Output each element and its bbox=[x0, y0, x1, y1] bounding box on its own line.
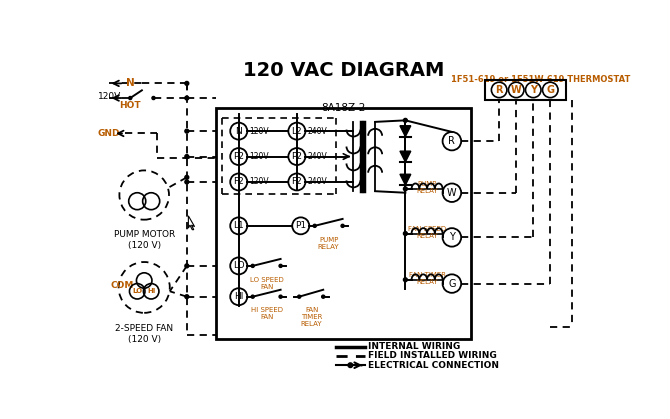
Circle shape bbox=[185, 264, 189, 268]
Bar bbox=[216, 108, 471, 339]
Text: INTERNAL WIRING: INTERNAL WIRING bbox=[369, 342, 460, 351]
Circle shape bbox=[185, 180, 189, 184]
Text: PUMP
RELAY: PUMP RELAY bbox=[416, 181, 438, 194]
Text: COM: COM bbox=[111, 281, 134, 290]
Text: R: R bbox=[448, 136, 456, 146]
Text: 120V: 120V bbox=[98, 92, 121, 101]
Polygon shape bbox=[400, 151, 411, 162]
Bar bbox=[485, 80, 565, 100]
Text: LO: LO bbox=[233, 261, 245, 270]
Text: FIELD INSTALLED WIRING: FIELD INSTALLED WIRING bbox=[369, 352, 497, 360]
Text: 120 VAC DIAGRAM: 120 VAC DIAGRAM bbox=[243, 61, 444, 80]
Polygon shape bbox=[400, 126, 411, 137]
Text: L2: L2 bbox=[291, 127, 302, 136]
Text: G: G bbox=[546, 85, 554, 95]
Text: ELECTRICAL CONNECTION: ELECTRICAL CONNECTION bbox=[369, 361, 499, 370]
Circle shape bbox=[251, 295, 254, 298]
Text: HI: HI bbox=[234, 292, 243, 301]
Text: Y: Y bbox=[449, 233, 455, 242]
Text: N: N bbox=[235, 127, 242, 136]
Circle shape bbox=[279, 264, 282, 267]
Text: LO SPEED
FAN: LO SPEED FAN bbox=[250, 277, 283, 290]
Circle shape bbox=[297, 295, 301, 298]
Circle shape bbox=[313, 224, 316, 228]
Text: 1F51-619 or 1F51W-619 THERMOSTAT: 1F51-619 or 1F51W-619 THERMOSTAT bbox=[452, 75, 630, 84]
Text: F2: F2 bbox=[233, 178, 244, 186]
Circle shape bbox=[185, 129, 189, 133]
Text: PUMP MOTOR
(120 V): PUMP MOTOR (120 V) bbox=[114, 230, 175, 250]
Polygon shape bbox=[400, 174, 411, 185]
Circle shape bbox=[279, 295, 282, 298]
Circle shape bbox=[185, 96, 189, 100]
Text: HOT: HOT bbox=[119, 101, 140, 110]
Text: P2: P2 bbox=[233, 152, 245, 161]
Text: LO: LO bbox=[132, 288, 142, 294]
Text: PUMP
RELAY: PUMP RELAY bbox=[318, 237, 340, 250]
Circle shape bbox=[403, 278, 407, 282]
Circle shape bbox=[348, 363, 352, 367]
Text: 2-SPEED FAN
(120 V): 2-SPEED FAN (120 V) bbox=[115, 323, 174, 344]
Text: Y: Y bbox=[530, 85, 537, 95]
Circle shape bbox=[341, 224, 344, 228]
Circle shape bbox=[403, 232, 407, 235]
Circle shape bbox=[185, 176, 189, 179]
Text: HI: HI bbox=[147, 288, 155, 294]
Circle shape bbox=[152, 96, 155, 100]
Polygon shape bbox=[188, 216, 194, 230]
Text: FAN
TIMER
RELAY: FAN TIMER RELAY bbox=[301, 308, 322, 328]
Circle shape bbox=[129, 96, 132, 100]
Text: G: G bbox=[448, 279, 456, 289]
Text: FAN TIMER
RELAY: FAN TIMER RELAY bbox=[409, 272, 446, 285]
Text: F2: F2 bbox=[291, 178, 302, 186]
Circle shape bbox=[185, 155, 189, 158]
Circle shape bbox=[251, 264, 254, 267]
Circle shape bbox=[322, 295, 325, 298]
Circle shape bbox=[403, 119, 407, 122]
Text: FAN SPEED
RELAY: FAN SPEED RELAY bbox=[408, 226, 446, 239]
Text: W: W bbox=[447, 188, 457, 198]
Text: 120V: 120V bbox=[250, 178, 269, 186]
Text: 8A18Z-2: 8A18Z-2 bbox=[321, 103, 366, 113]
Circle shape bbox=[185, 295, 189, 299]
Text: P1: P1 bbox=[295, 221, 306, 230]
Text: W: W bbox=[511, 85, 521, 95]
Circle shape bbox=[403, 187, 407, 191]
Text: R: R bbox=[495, 85, 503, 95]
Text: GND: GND bbox=[98, 129, 120, 138]
Text: P2: P2 bbox=[291, 152, 302, 161]
Text: HI SPEED
FAN: HI SPEED FAN bbox=[251, 308, 283, 321]
Text: N: N bbox=[126, 78, 135, 88]
Text: 240V: 240V bbox=[308, 178, 328, 186]
Circle shape bbox=[185, 81, 189, 85]
Text: 240V: 240V bbox=[308, 152, 328, 161]
Text: 120V: 120V bbox=[250, 127, 269, 136]
Text: L1: L1 bbox=[233, 221, 244, 230]
Text: 240V: 240V bbox=[308, 127, 328, 136]
Text: 120V: 120V bbox=[250, 152, 269, 161]
